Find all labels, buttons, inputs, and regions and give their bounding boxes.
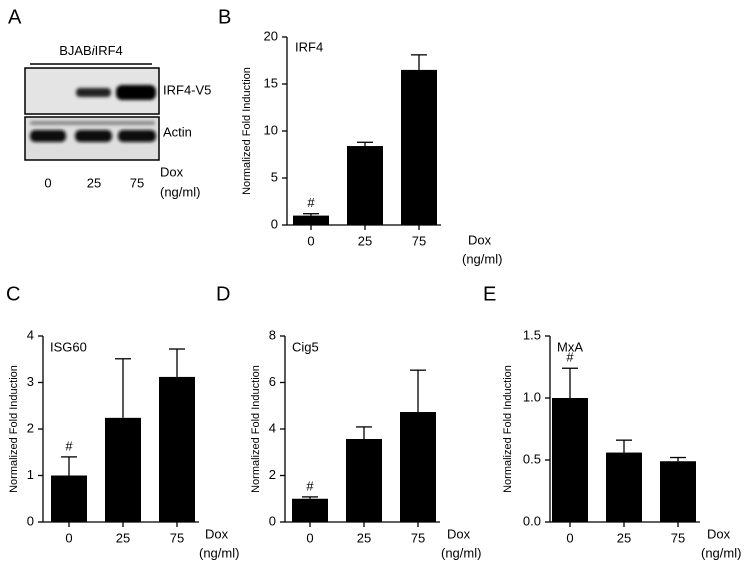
cell-line-part: BJAB (59, 43, 92, 58)
bar (105, 417, 141, 522)
lane-label: 0 (44, 175, 51, 190)
x-tick-label: 75 (412, 233, 426, 248)
cell-line: BJABiIRF4 (59, 43, 123, 58)
x-axis-label: Dox (205, 526, 229, 541)
y-tick-label: 10 (264, 122, 278, 137)
y-tick-label: 0 (271, 216, 278, 231)
bar (51, 475, 87, 522)
x-tick-label: 75 (671, 530, 685, 545)
band (116, 85, 156, 100)
x-tick-label: 0 (307, 233, 314, 248)
y-tick-label: 0 (269, 513, 276, 528)
bar-chart: D Cig5 Normalized Fold Induction 0 2 4 6 8 0 #25 7… (216, 283, 481, 560)
x-tick-label: 0 (65, 530, 72, 545)
chart-title: Cig5 (292, 339, 319, 354)
chart-title: IRF4 (295, 39, 323, 54)
bar (293, 215, 329, 225)
y-tick-label: 2 (269, 467, 276, 482)
lane-label: 25 (87, 175, 101, 190)
x-axis-label: (ng/ml) (441, 545, 481, 560)
bar (606, 452, 642, 522)
y-tick-label: 0.5 (523, 451, 541, 466)
cell-line-part: i (92, 43, 96, 58)
y-tick-label: 1.0 (523, 389, 541, 404)
x-label: Dox (160, 164, 184, 179)
band (75, 130, 112, 142)
x-tick-label: 0 (566, 530, 573, 545)
y-tick-label: 6 (269, 374, 276, 389)
bar (552, 398, 588, 522)
lane-label: 75 (130, 175, 144, 190)
bands (30, 85, 156, 142)
x-axis-label: Dox (447, 526, 471, 541)
y-axis-label: Normalized Fold Induction (250, 365, 262, 493)
x-axis-label: Dox (468, 232, 492, 247)
band (30, 130, 66, 142)
y-tick-label: 4 (269, 420, 276, 435)
band-label: Actin (163, 124, 192, 139)
x-tick-label: 0 (306, 530, 313, 545)
bar (346, 438, 382, 522)
x-axis-label: (ng/ml) (199, 545, 239, 560)
x-tick-label: 75 (411, 530, 425, 545)
y-tick-label: 20 (264, 28, 278, 43)
bar (400, 412, 436, 522)
annotation: # (566, 350, 574, 365)
x-label: (ng/ml) (160, 184, 200, 199)
annotation: # (307, 195, 315, 210)
bar (401, 69, 437, 226)
blot-panel: A BJABiIRF4 IRF4-V5 Actin 0 25 75 Dox (n… (8, 6, 211, 199)
chart-title: MxA (557, 339, 583, 354)
bar-chart: B IRF4 Normalized Fold Induction 0 5 10 15 20 0 #… (218, 6, 502, 266)
annotation: # (65, 438, 73, 453)
x-tick-label: 25 (116, 530, 130, 545)
y-tick-label: 0 (27, 513, 34, 528)
y-tick-label: 5 (271, 169, 278, 184)
panel-letter: A (8, 6, 22, 28)
band (76, 88, 111, 97)
bar (292, 498, 328, 522)
panel-letter: E (483, 283, 496, 305)
y-tick-label: 1 (27, 467, 34, 482)
cell-line-part: IRF4 (95, 43, 123, 58)
y-tick-label: 15 (264, 75, 278, 90)
band (118, 130, 156, 142)
y-tick-label: 2 (27, 420, 34, 435)
chart-title: ISG60 (50, 339, 87, 354)
y-tick-label: 4 (27, 327, 34, 342)
bar-chart: C ISG60 Normalized Fold Induction 0 1 2 3 4 0 #25… (6, 283, 239, 560)
y-axis-label: Normalized Fold Induction (502, 365, 514, 493)
band-label: IRF4-V5 (163, 82, 211, 97)
y-axis-label: Normalized Fold Induction (241, 67, 253, 195)
panel-letter: B (218, 6, 231, 28)
bar (159, 376, 195, 522)
x-axis-label: (ng/ml) (462, 251, 502, 266)
x-tick-label: 25 (357, 530, 371, 545)
y-tick-label: 0.0 (523, 513, 541, 528)
y-tick-label: 8 (269, 327, 276, 342)
y-axis-label: Normalized Fold Induction (8, 365, 20, 493)
x-tick-label: 25 (358, 233, 372, 248)
x-tick-label: 75 (170, 530, 184, 545)
x-tick-label: 25 (617, 530, 631, 545)
y-tick-label: 3 (27, 374, 34, 389)
band (30, 121, 155, 125)
bar (660, 461, 696, 522)
panel-letter: D (216, 283, 230, 305)
bar (347, 146, 383, 225)
x-axis-label: (ng/ml) (701, 545, 741, 560)
x-axis-label: Dox (707, 526, 731, 541)
y-tick-label: 1.5 (523, 327, 541, 342)
panel-letter: C (6, 283, 20, 305)
bar-chart: E MxA Normalized Fold Induction 0.0 0.5 1.0 1.… (483, 283, 741, 560)
annotation: # (306, 478, 314, 493)
